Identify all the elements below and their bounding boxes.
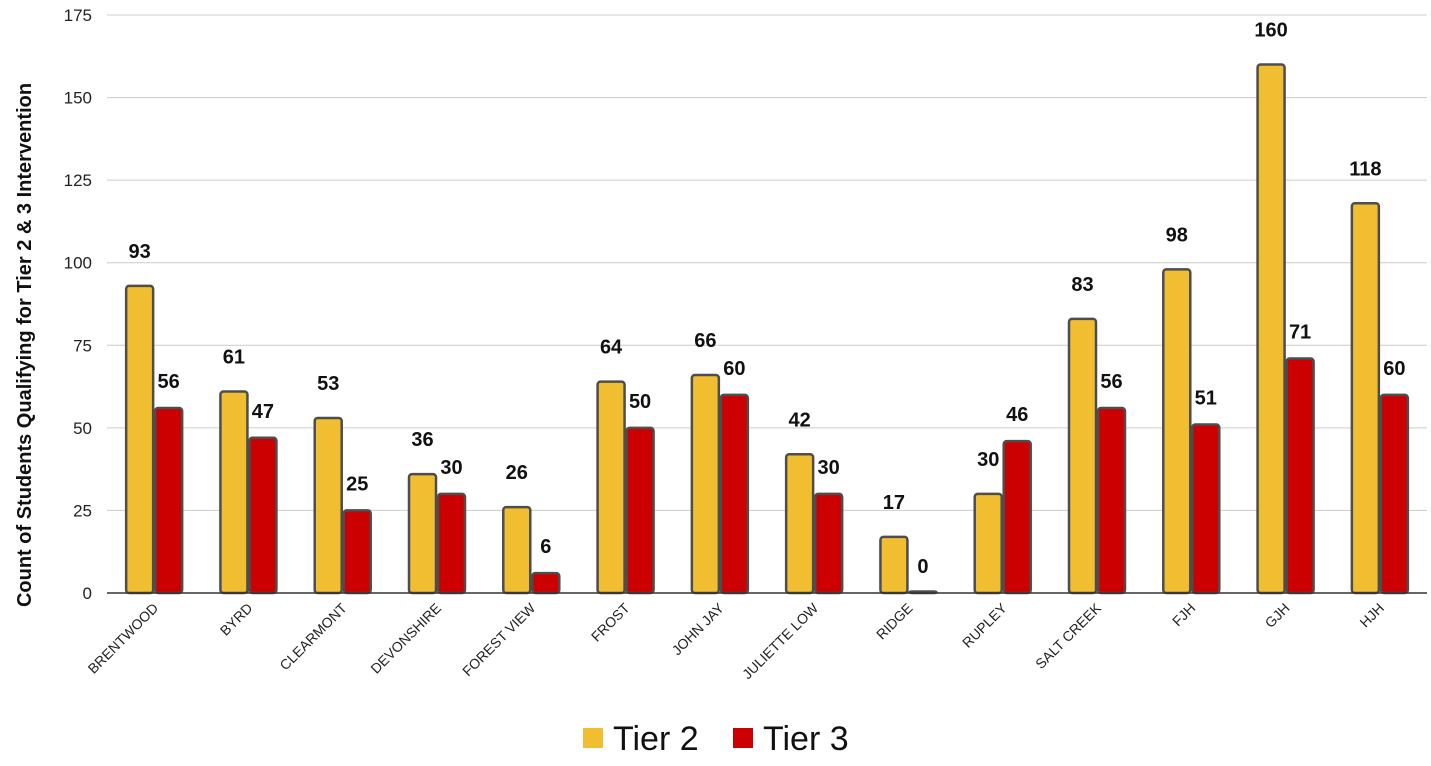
x-category-label: BRENTWOOD [84, 600, 161, 677]
x-category-label: DEVONSHIRE [367, 600, 444, 677]
tier2-data-label: 36 [411, 429, 433, 451]
x-category-label: BYRD [217, 600, 256, 639]
x-category-label: GJH [1262, 600, 1293, 631]
x-category-label: FROST [588, 599, 633, 644]
tier2-bar [407, 472, 438, 595]
y-tick-label: 0 [83, 584, 92, 603]
x-axis-categories: BRENTWOOD BYRD CLEARMONT DEVONSHIRE FOREST V… [84, 599, 1386, 682]
tier3-bar [531, 571, 561, 595]
x-category-label: SALT CREEK [1032, 599, 1104, 671]
tier3-data-label: 71 [1289, 321, 1311, 343]
tier2-bar [219, 390, 249, 595]
tier2-legend-label: Tier 2 [613, 720, 699, 758]
tier2-data-label: 42 [789, 409, 811, 431]
tier3-bar [625, 426, 655, 595]
tier3-data-label: 47 [252, 401, 274, 423]
tier3-bar [153, 406, 184, 595]
tier2-bar [1162, 268, 1192, 595]
tier2-data-label: 160 [1254, 20, 1287, 42]
x-category-label: CLEARMONT [276, 599, 350, 673]
tier3-bar [436, 492, 467, 595]
tier3-bar [1379, 393, 1410, 595]
x-category-label: FJH [1169, 600, 1198, 629]
tier2-bar [1350, 202, 1381, 595]
tier3-data-label: 50 [629, 391, 651, 413]
tier3-bar [719, 393, 750, 595]
tier2-bar [879, 535, 909, 595]
x-category-label: HJH [1356, 600, 1387, 631]
tier3-data-label: 30 [818, 457, 840, 479]
tier3-legend-swatch [733, 728, 753, 748]
tier2-bar [596, 380, 626, 595]
tier2-data-label: 118 [1349, 158, 1381, 180]
tier3-data-label: 46 [1006, 404, 1028, 426]
bars [124, 63, 1410, 595]
tier3-legend-label: Tier 3 [763, 720, 849, 758]
tier3-bar [1285, 357, 1315, 595]
tier2-bar [784, 453, 815, 595]
tier2-data-label: 64 [600, 337, 623, 359]
tier3-data-label: 56 [1100, 371, 1122, 393]
tier3-data-label: 30 [440, 457, 462, 479]
y-tick-label: 125 [64, 171, 92, 190]
tier2-data-label: 17 [883, 492, 905, 514]
data-labels: 93 56 61 47 53 25 36 30 26 6 64 50 66 60 42 30 17 0 30 46 83… [129, 20, 1406, 578]
tier3-data-label: 25 [346, 473, 368, 495]
x-category-label: JULIETTE LOW [739, 599, 822, 682]
tier3-bar [1002, 439, 1032, 595]
tier2-data-label: 66 [694, 330, 716, 352]
x-category-label: JOHN JAY [669, 599, 728, 658]
x-category-label: FOREST VIEW [459, 599, 539, 679]
tier3-bar [1191, 423, 1221, 595]
tier2-bar [973, 492, 1003, 595]
tier3-bar [248, 436, 278, 595]
tier3-data-label: 60 [1383, 358, 1405, 380]
tier3-data-label: 51 [1195, 388, 1217, 410]
tier2-data-label: 98 [1166, 224, 1188, 246]
tier2-data-label: 61 [223, 347, 245, 369]
gridlines [107, 14, 1427, 511]
tier2-data-label: 26 [506, 462, 528, 484]
tier2-legend-swatch [583, 728, 603, 748]
y-tick-label: 75 [73, 336, 92, 355]
x-category-label: RUPLEY [959, 599, 1010, 650]
tier3-bar [1096, 406, 1127, 595]
y-axis-ticks: 0 25 50 75 100 125 150 175 [64, 6, 92, 603]
tier2-bar [313, 416, 343, 595]
tier3-data-label: 0 [917, 556, 928, 578]
tier2-bar [1256, 63, 1286, 595]
tier2-data-label: 30 [977, 449, 999, 471]
tier3-data-label: 60 [723, 358, 745, 380]
tier2-data-label: 53 [317, 373, 339, 395]
tier3-data-label: 6 [540, 536, 551, 558]
y-tick-label: 25 [73, 501, 92, 520]
tier3-data-label: 56 [158, 371, 180, 393]
x-category-label: RIDGE [873, 600, 916, 643]
y-tick-label: 150 [64, 89, 92, 108]
tier3-bar [342, 509, 372, 595]
tier2-bar [690, 373, 721, 595]
y-tick-label: 100 [64, 254, 92, 273]
tier2-bar [502, 505, 532, 595]
tier3-bar [813, 492, 844, 595]
y-tick-label: 50 [73, 419, 92, 438]
legend: Tier 2 Tier 3 [583, 720, 849, 758]
y-tick-label: 175 [64, 6, 92, 25]
tier2-data-label: 83 [1071, 274, 1093, 296]
tier2-bar [124, 284, 155, 595]
tier2-data-label: 93 [129, 241, 151, 263]
y-axis-title: Count of Students Qualifying for Tier 2 … [14, 83, 36, 607]
tier2-bar [1067, 317, 1098, 595]
